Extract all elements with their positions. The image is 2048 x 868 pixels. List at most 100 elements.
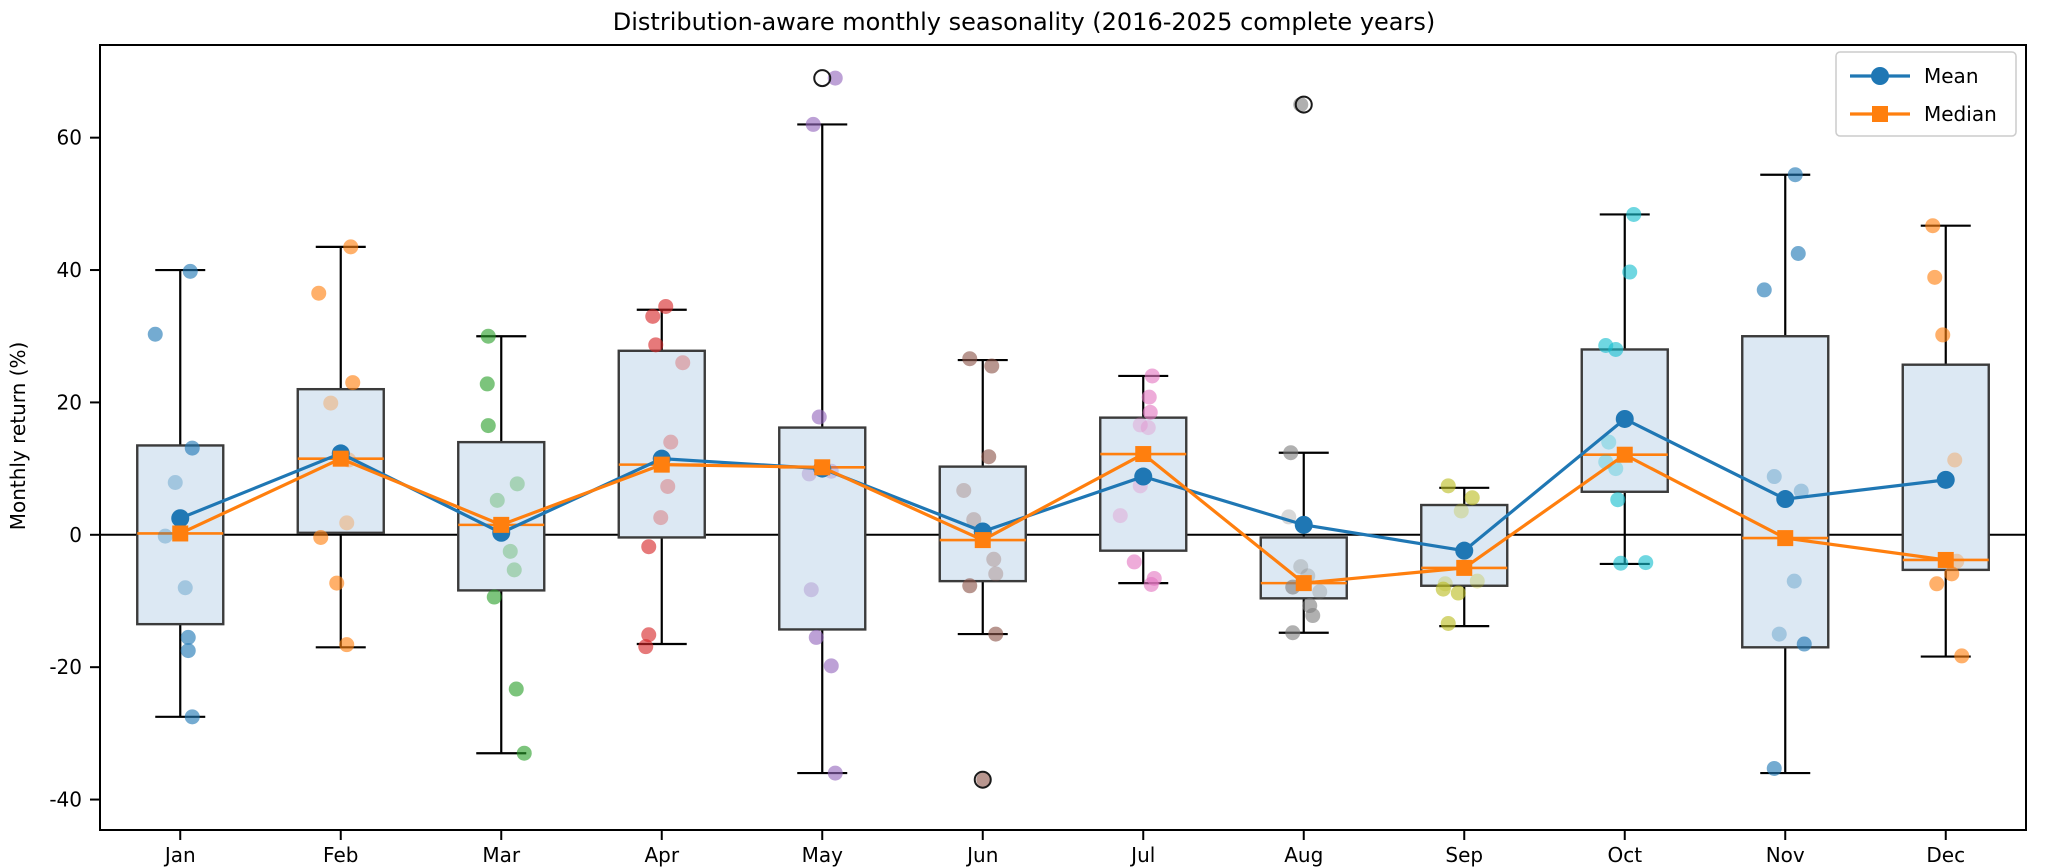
data-point-dec (1929, 576, 1945, 592)
data-point-mar (506, 562, 522, 578)
data-point-jan (184, 440, 200, 456)
x-tick-label-jun: Jun (965, 843, 998, 867)
data-point-jun (962, 351, 978, 367)
data-point-jun (986, 551, 1002, 567)
plot-frame (99, 44, 2027, 831)
data-point-mar (479, 376, 495, 392)
data-point-dec (1925, 218, 1941, 234)
data-point-apr (675, 355, 691, 371)
x-tick-label-jan: Jan (163, 843, 196, 867)
data-point-nov (1787, 167, 1803, 183)
data-point-may (805, 116, 821, 132)
data-point-jun (984, 358, 1000, 374)
box-apr (617, 349, 706, 539)
data-point-feb (313, 529, 329, 545)
flier-jun (973, 770, 992, 789)
flier-may (813, 69, 832, 88)
box-dec (1901, 363, 1990, 572)
data-point-aug (1293, 559, 1309, 575)
data-point-jun (976, 772, 992, 788)
data-point-oct (1608, 341, 1624, 357)
median-line (179, 452, 1946, 585)
data-point-jan (177, 580, 193, 596)
data-point-jan (180, 629, 196, 645)
data-point-apr (663, 434, 679, 450)
data-point-mar (480, 418, 496, 434)
legend-label-median: Median (1924, 102, 1997, 126)
x-tick-label-dec: Dec (1926, 843, 1965, 867)
data-point-jun (966, 512, 982, 528)
data-point-jul (1142, 404, 1158, 420)
data-point-oct (1610, 492, 1626, 508)
x-tick-label-nov: Nov (1766, 843, 1805, 867)
data-point-dec (1944, 566, 1960, 582)
y-tick-label: 20 (57, 390, 82, 414)
data-point-aug (1283, 445, 1299, 461)
y-tick-label: 60 (57, 126, 82, 150)
data-point-sep (1440, 478, 1456, 494)
data-point-jun (956, 482, 972, 498)
data-point-mar (509, 476, 525, 492)
y-tick-label: -20 (49, 655, 82, 679)
data-point-nov (1756, 282, 1772, 298)
data-point-mar (516, 745, 532, 761)
data-point-apr (638, 639, 654, 655)
data-point-sep (1450, 585, 1466, 601)
data-point-oct (1638, 555, 1654, 571)
data-point-feb (339, 637, 355, 653)
data-point-sep (1453, 503, 1469, 519)
data-point-apr (648, 337, 664, 353)
data-point-oct (1626, 206, 1642, 222)
x-tick-label-oct: Oct (1607, 843, 1642, 867)
data-point-nov (1790, 245, 1806, 261)
legend-marker-mean (1871, 67, 1889, 85)
data-point-nov (1766, 760, 1782, 776)
median-marker (1135, 446, 1152, 463)
data-point-dec (1935, 327, 1951, 343)
data-point-oct (1622, 264, 1638, 280)
median-marker (1777, 530, 1794, 547)
data-point-apr (658, 298, 674, 314)
data-point-may (801, 466, 817, 482)
mean-marker (1776, 490, 1795, 509)
data-point-dec (1954, 648, 1970, 664)
data-point-dec (1947, 452, 1963, 468)
data-point-sep (1464, 490, 1480, 506)
mean-marker (1936, 470, 1955, 489)
data-point-jul (1132, 417, 1148, 433)
data-point-nov (1793, 483, 1809, 499)
data-point-oct (1613, 555, 1629, 571)
y-axis-label: Monthly return (%) (6, 341, 30, 531)
median-marker (974, 532, 991, 549)
data-point-may (808, 629, 824, 645)
x-tick-label-aug: Aug (1284, 843, 1323, 867)
flier-aug (1294, 95, 1313, 114)
data-point-oct (1601, 434, 1617, 450)
median-marker (1456, 559, 1473, 576)
data-point-feb (311, 285, 327, 301)
y-tick-label: 40 (57, 258, 82, 282)
data-point-feb (339, 515, 355, 531)
mean-marker (1294, 515, 1313, 534)
mean-marker (1615, 409, 1634, 428)
mean-marker (1455, 541, 1474, 560)
data-point-apr (660, 478, 676, 494)
median-marker (172, 525, 189, 542)
x-tick-label-mar: Mar (482, 843, 521, 867)
data-point-mar (486, 589, 502, 605)
x-tick-label-apr: Apr (644, 843, 679, 867)
box-mar (457, 440, 546, 592)
x-tick-label-jul: Jul (1129, 843, 1155, 867)
data-point-aug (1305, 608, 1321, 624)
median-marker (1616, 446, 1633, 463)
chart-title: Distribution-aware monthly seasonality (… (612, 8, 1436, 36)
data-point-jan (157, 528, 173, 544)
data-point-jul (1112, 508, 1128, 524)
median-marker (1937, 551, 1954, 568)
data-point-aug (1285, 625, 1301, 641)
data-point-feb (323, 395, 339, 411)
median-marker (1295, 575, 1312, 592)
data-point-may (823, 658, 839, 674)
data-point-feb (345, 375, 361, 391)
